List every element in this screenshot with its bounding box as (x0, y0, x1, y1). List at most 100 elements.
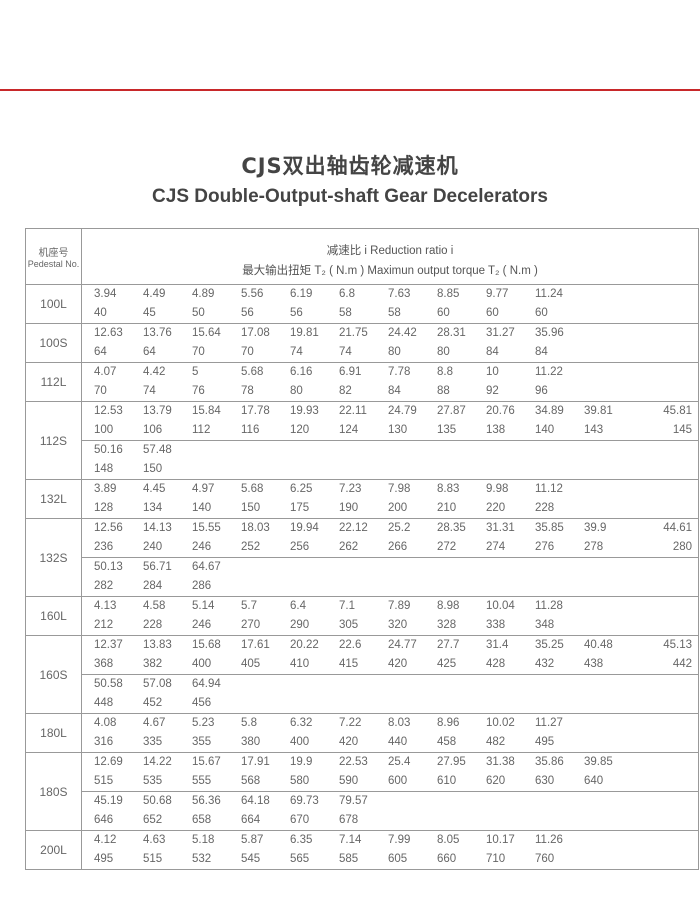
ratio-cell: 4.67 (143, 717, 166, 729)
row-values: 12.37 13.83 15.68 17.61 20.22 22.6 24.77 27.7 31… (82, 636, 698, 713)
ratio-cell: 4.42 (143, 366, 166, 378)
torque-cell: 515 (143, 853, 163, 865)
ratio-cell: 56.36 (192, 795, 221, 807)
torque-cell (621, 811, 698, 830)
ratio-cell: 11.27 (535, 717, 563, 729)
ratio-cell: 3.89 (94, 483, 117, 495)
torque-cell (180, 460, 229, 479)
ratio-cell (229, 558, 278, 577)
ratio-cell: 6.8 (339, 288, 355, 300)
ratio-cell: 4.63 (143, 834, 166, 846)
torque-cell: 70 (241, 346, 254, 358)
torque-cell (474, 460, 523, 479)
torque-line: 448 452 456 (82, 694, 698, 713)
ratio-cell (572, 441, 621, 460)
torque-cell: 246 (192, 541, 212, 553)
ratio-cell: 19.93 (290, 405, 319, 417)
ratio-cell: 25.4 (388, 756, 411, 768)
torque-cell: 282 (94, 580, 114, 592)
ratio-cell (229, 675, 278, 694)
ratio-cell: 50.68 (143, 795, 172, 807)
ratio-cell: 28.35 (437, 522, 466, 534)
torque-cell: 256 (290, 541, 310, 553)
torque-cell: 120 (290, 424, 310, 436)
torque-cell: 266 (388, 541, 408, 553)
value-group: 4.13 4.58 5.14 5.7 6.4 7.1 7.89 8.98 10.04 11.28 2… (82, 597, 698, 635)
torque-cell: 585 (339, 853, 359, 865)
ratio-cell: 15.55 (192, 522, 221, 534)
torque-cell: 96 (535, 385, 548, 397)
torque-cell: 50 (192, 307, 205, 319)
ratio-cell (572, 558, 621, 577)
table-row: 100S 12.63 13.76 15.64 17.08 19.81 21.75 24.42 2… (26, 324, 698, 363)
torque-cell: 138 (486, 424, 506, 436)
torque-cell: 58 (388, 307, 401, 319)
ratio-cell: 4.97 (192, 483, 215, 495)
torque-cell: 532 (192, 853, 212, 865)
torque-cell: 456 (192, 697, 212, 709)
torque-cell: 368 (94, 658, 114, 670)
torque-cell: 284 (143, 580, 163, 592)
ratio-cell (523, 792, 572, 811)
torque-cell (425, 577, 474, 596)
ratio-cell (474, 675, 523, 694)
ratio-cell: 9.98 (486, 483, 509, 495)
pedestal-cell: 112S (26, 402, 82, 479)
ratio-cell: 11.12 (535, 483, 563, 495)
value-group: 12.56 14.13 15.55 18.03 19.94 22.12 25.2 28.35 3… (82, 519, 698, 558)
ratio-cell: 64.94 (192, 678, 221, 690)
torque-cell: 420 (388, 658, 408, 670)
torque-cell (621, 616, 698, 635)
ratio-cell: 8.83 (437, 483, 460, 495)
torque-cell: 84 (388, 385, 401, 397)
torque-cell: 415 (339, 658, 359, 670)
torque-cell (376, 811, 425, 830)
torque-cell (523, 460, 572, 479)
torque-line: 316 335 355 380 400 420 440 458 482 495 (82, 733, 698, 752)
ratio-cell: 24.77 (388, 639, 417, 651)
ratio-cell: 15.67 (192, 756, 221, 768)
torque-cell: 568 (241, 775, 261, 787)
table-header: 机座号 Pedestal No. 减速比 i Reduction ratio i… (26, 229, 698, 285)
ratio-cell: 8.85 (437, 288, 460, 300)
ratio-cell (327, 558, 376, 577)
row-values: 3.89 4.45 4.97 5.68 6.25 7.23 7.98 8.83 9.98 11.1… (82, 480, 698, 518)
torque-line: 368 382 400 405 410 415 420 425 428 432 438 442 (82, 655, 698, 674)
ratio-cell: 69.73 (290, 795, 319, 807)
torque-cell: 74 (290, 346, 303, 358)
ratio-cell: 10.02 (486, 717, 515, 729)
ratio-cell (278, 441, 327, 460)
ratio-cell: 15.84 (192, 405, 221, 417)
torque-cell (621, 460, 698, 479)
ratio-cell: 3.94 (94, 288, 117, 300)
pedestal-cell: 180S (26, 753, 82, 830)
ratio-cell (621, 285, 698, 304)
row-values: 4.12 4.63 5.18 5.87 6.35 7.14 7.99 8.05 10.17 11.… (82, 831, 698, 869)
torque-line: 148 150 (82, 460, 698, 479)
table-row: 100L 3.94 4.49 4.89 5.56 6.19 6.8 7.63 8.85 9.77 1… (26, 285, 698, 324)
ratio-cell: 7.22 (339, 717, 362, 729)
ratio-cell: 8.05 (437, 834, 460, 846)
torque-cell: 70 (192, 346, 205, 358)
ratio-cell: 56.71 (143, 561, 172, 573)
ratio-cell: 10.17 (486, 834, 515, 846)
torque-line: 70 74 76 78 80 82 84 88 92 96 (82, 382, 698, 401)
pedestal-cell: 180L (26, 714, 82, 752)
torque-cell: 664 (241, 814, 261, 826)
ratio-cell: 13.83 (143, 639, 172, 651)
ratio-cell: 10 (486, 366, 499, 378)
ratio-line: 50.58 57.08 64.94 (82, 675, 698, 694)
ratio-cell (572, 363, 621, 382)
torque-cell: 610 (437, 775, 457, 787)
ratio-cell: 27.7 (437, 639, 460, 651)
ratio-cell: 24.42 (388, 327, 417, 339)
ratio-cell: 12.53 (94, 405, 123, 417)
ratio-cell: 11.24 (535, 288, 563, 300)
torque-cell: 400 (192, 658, 212, 670)
ratio-cell (376, 441, 425, 460)
torque-cell: 660 (437, 853, 457, 865)
ratio-cell: 9.77 (486, 288, 509, 300)
ratio-cell: 64.67 (192, 561, 221, 573)
torque-line: 236 240 246 252 256 262 266 272 274 276 278 280 (82, 538, 698, 557)
ratio-line: 4.07 4.42 5 5.68 6.16 6.91 7.78 8.8 10 11.22 (82, 363, 698, 382)
